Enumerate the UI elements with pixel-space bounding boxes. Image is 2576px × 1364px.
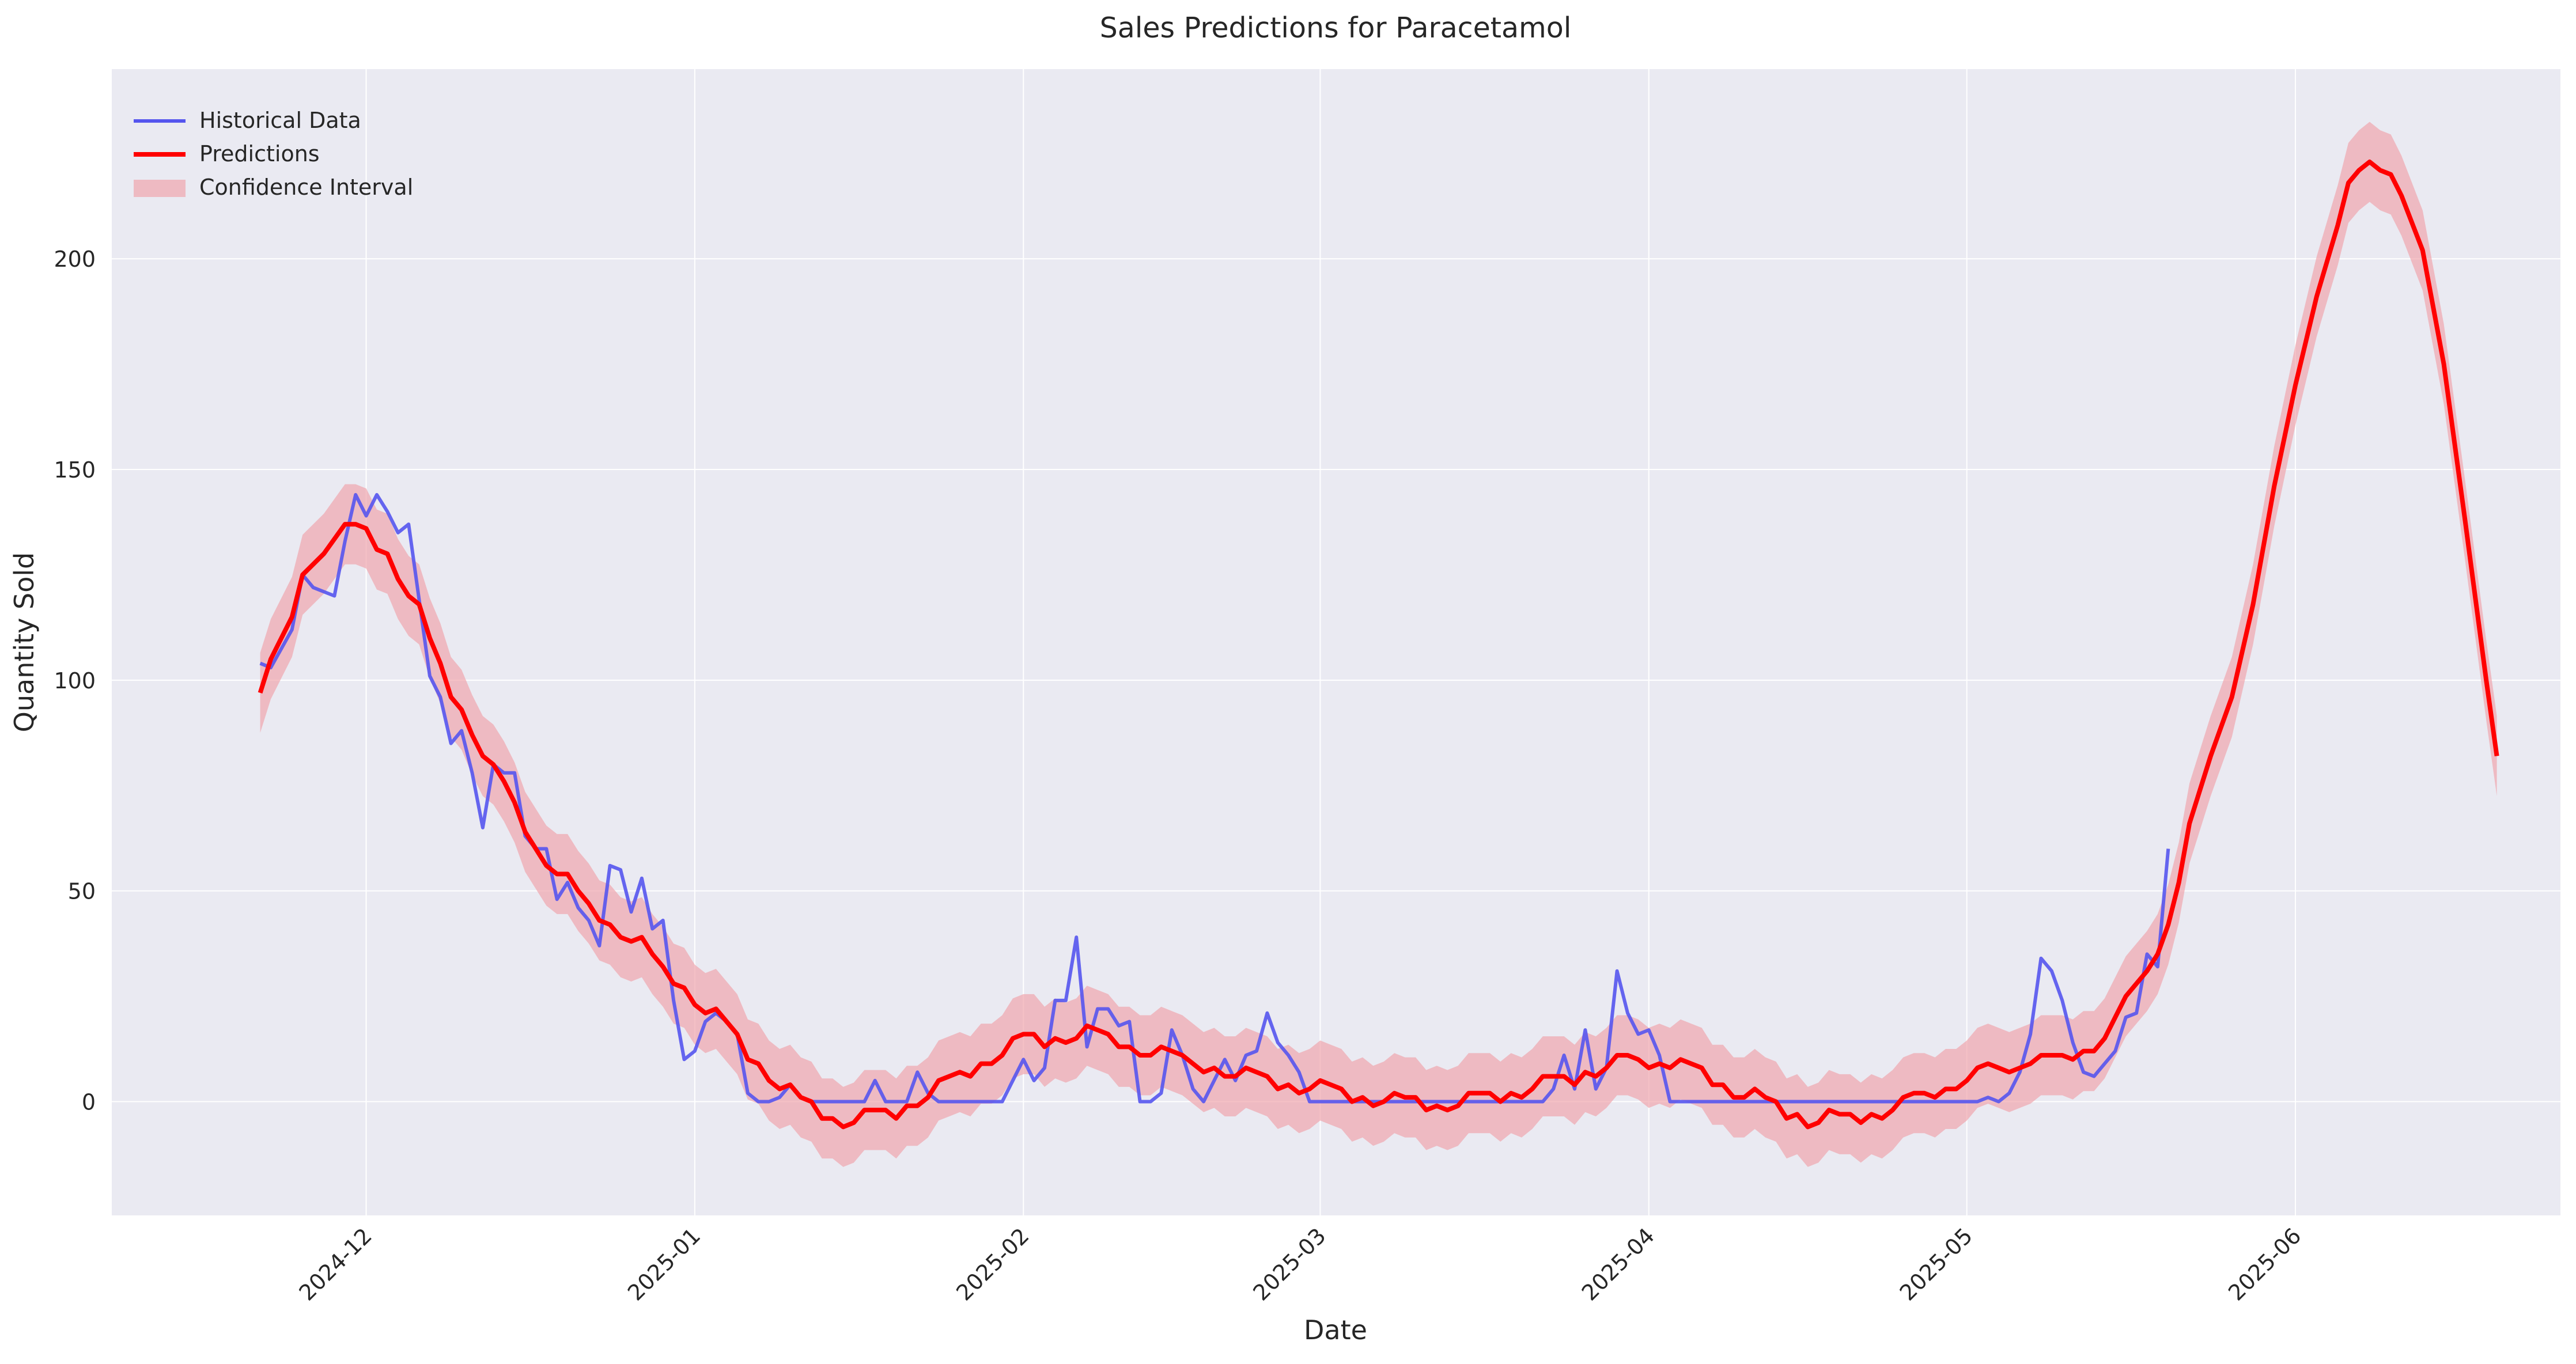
- prediction-line-layer: [258, 160, 2499, 1130]
- legend-confidence-swatch: [134, 180, 186, 197]
- historical-line-layer: [259, 492, 2170, 1104]
- y-axis-label: Quantity Sold: [9, 552, 40, 733]
- y-gridlines: [112, 258, 2560, 1102]
- x-axis-label: Date: [1304, 1314, 1367, 1346]
- predictions-line: [258, 160, 2499, 1130]
- plot-area: [112, 69, 2560, 1215]
- chart-title: Sales Predictions for Paracetamol: [1100, 12, 1572, 44]
- legend: Historical Data Predictions Confidence I…: [134, 108, 413, 200]
- legend-confidence-label: Confidence Interval: [199, 175, 413, 200]
- legend-item-confidence: Confidence Interval: [134, 175, 413, 200]
- legend-predictions-label: Predictions: [199, 141, 320, 166]
- legend-item-historical: Historical Data: [134, 108, 361, 133]
- y-tick-label: 200: [54, 247, 96, 272]
- y-tick-label: 150: [54, 457, 96, 483]
- y-tick-label: 100: [54, 668, 96, 694]
- y-tick-label: 50: [68, 879, 96, 904]
- legend-historical-label: Historical Data: [199, 108, 361, 133]
- y-tick-label: 0: [82, 1089, 96, 1115]
- legend-item-predictions: Predictions: [134, 141, 320, 166]
- historical-data-line: [259, 492, 2170, 1104]
- y-tick-labels: 0 50 100 150 200: [54, 247, 96, 1115]
